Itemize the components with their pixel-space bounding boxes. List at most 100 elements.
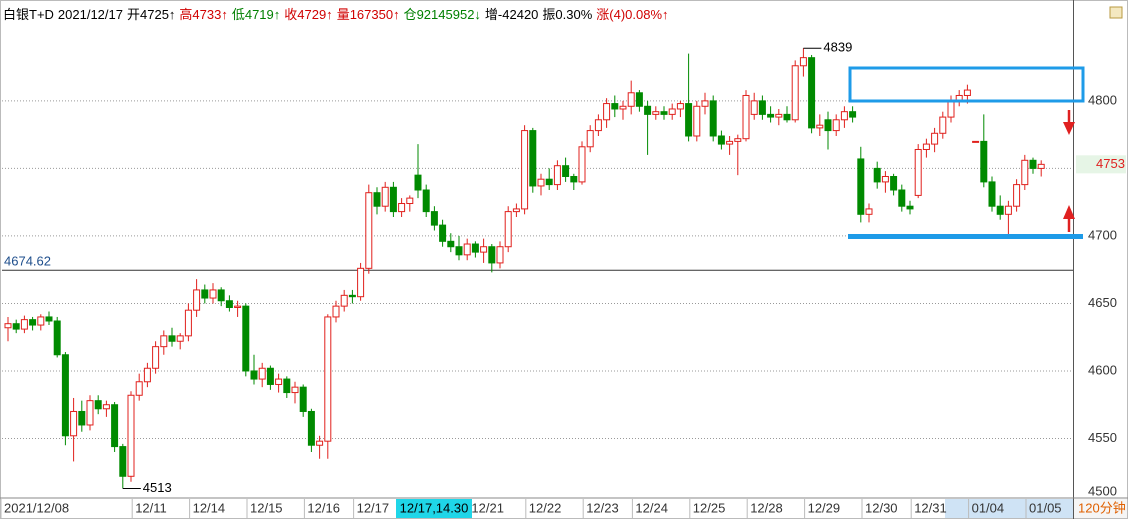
candle-body: [816, 124, 824, 129]
candle-body: [1013, 184, 1021, 207]
x-axis-selection: [945, 499, 1073, 518]
candle-body: [1037, 163, 1045, 169]
candle-body: [447, 240, 455, 248]
candle-body: [529, 130, 537, 187]
candle-body: [119, 446, 127, 477]
reference-label: 4674.62: [4, 254, 51, 269]
candle-body: [209, 289, 217, 299]
candle-body: [931, 132, 939, 145]
candle-body: [635, 92, 643, 107]
candle-body: [857, 158, 865, 215]
highlight-box: [848, 66, 1085, 103]
candle-body: [29, 319, 37, 326]
candle-body: [127, 394, 135, 477]
candle-body: [430, 211, 438, 226]
candle-body: [693, 105, 701, 137]
candle-body: [808, 57, 816, 129]
header-item: 量167350↑: [336, 7, 400, 22]
settings-icon[interactable]: [1109, 6, 1123, 19]
candle-body: [922, 143, 930, 150]
down-arrow: [1063, 110, 1075, 135]
period-bg: [1074, 499, 1127, 518]
candle-body: [832, 119, 840, 132]
candle-body: [586, 130, 594, 148]
candle-body: [61, 354, 69, 437]
candle-body: [668, 108, 676, 115]
candle-body: [939, 116, 947, 134]
candle-body: [258, 367, 266, 380]
x-tick-label: 01/04: [972, 500, 1005, 515]
cursor-bg: [396, 499, 472, 518]
candle-body: [849, 111, 857, 118]
x-tick-label: 12/22: [529, 500, 562, 515]
x-axis-strip: 2021/12/08 12/11 12/14 12/15 12/16 12/17 12/21…: [0, 497, 1128, 518]
x-tick-label: 12/17: [357, 500, 390, 515]
candle-body: [726, 140, 734, 145]
candle-body: [471, 243, 479, 253]
candle-body: [316, 440, 324, 446]
candle-body: [898, 189, 906, 207]
candle-body: [488, 246, 496, 264]
header: 白银T+D 2021/12/17 开4725↑ 高4733↑ 低4719↑ 收4729↑ 量…: [3, 4, 673, 23]
candle-body: [414, 174, 422, 191]
candle-body: [234, 305, 242, 308]
header-item: 白银T+D: [3, 7, 54, 22]
candle-body: [906, 205, 914, 210]
candle-body: [972, 140, 980, 143]
candle-body: [398, 203, 406, 213]
candle-body: [1004, 205, 1012, 215]
candle-body: [37, 316, 45, 326]
header-item: 收4729↑: [284, 7, 333, 22]
candle-body: [275, 378, 283, 385]
candle-body: [389, 186, 397, 213]
candle-body: [996, 205, 1004, 215]
candle-body: [176, 335, 184, 342]
candle-body: [242, 305, 250, 372]
candle-body: [283, 378, 291, 394]
candle-body: [758, 100, 766, 115]
candles: 4839 4513 4753: [4, 40, 1126, 495]
x-tick-label: 01/05: [1029, 500, 1062, 515]
candle-body: [594, 119, 602, 132]
candle-body: [1021, 159, 1029, 186]
header-item: 仓92145952↓: [403, 7, 481, 22]
candle-body: [734, 138, 742, 142]
candle-body: [504, 211, 512, 248]
candle-body: [381, 186, 389, 207]
candle-body: [914, 148, 922, 196]
x-tick-label: 12/31: [914, 500, 947, 515]
header-item: 振0.30%: [542, 7, 593, 22]
header-item: 低4719↑: [231, 7, 281, 22]
low-label: 4513: [143, 480, 172, 495]
candle-body: [406, 197, 414, 205]
candle-body: [1029, 159, 1037, 169]
candle-body: [340, 294, 348, 307]
candle-body: [783, 113, 791, 121]
candle-body: [980, 140, 988, 183]
candle-body: [184, 309, 192, 337]
candle-body: [201, 289, 209, 299]
candle-body: [250, 370, 258, 380]
candle-body: [332, 305, 340, 318]
candle-body: [455, 246, 463, 256]
candle-body: [611, 103, 619, 110]
candle-body: [86, 400, 94, 426]
last-price-box: [1076, 155, 1126, 174]
candle-body: [348, 294, 356, 298]
y-tick-label: 4600: [1088, 362, 1117, 377]
x-tick-label: 12/25: [693, 500, 726, 515]
candle-body: [266, 367, 274, 385]
candle-body: [799, 57, 807, 67]
candle-body: [299, 386, 307, 412]
candle-body: [570, 176, 578, 183]
candle-body: [373, 192, 381, 207]
x-tick-label: 12/21: [471, 500, 504, 515]
x-tick-label: 12/28: [750, 500, 783, 515]
candle-body: [102, 404, 110, 410]
candle-body: [709, 100, 717, 137]
candle-body: [45, 316, 53, 322]
candle-body: [865, 208, 873, 215]
period-label: 120分钟: [1078, 500, 1126, 515]
candle-body: [685, 103, 693, 137]
